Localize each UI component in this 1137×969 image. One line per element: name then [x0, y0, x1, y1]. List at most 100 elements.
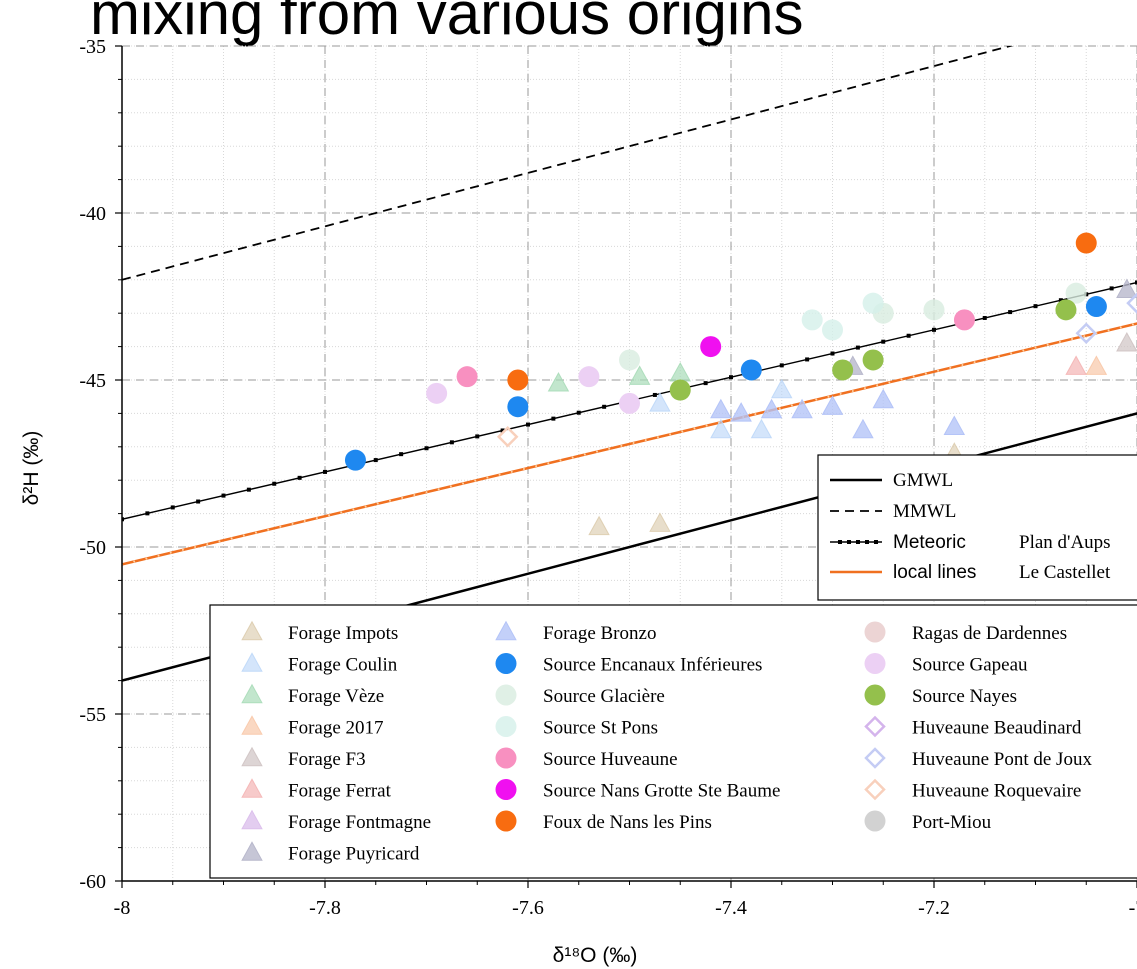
- line-dot: [815, 398, 818, 401]
- line-dot: [937, 369, 940, 372]
- point-source-gapeau: [426, 382, 448, 404]
- legend-marker-forage-2017: [241, 715, 263, 735]
- series-huveaune-roquevaire: [496, 426, 519, 448]
- legend-marker-source-st-pons: [495, 716, 517, 737]
- point-source-encanaux-inferieures: [344, 449, 366, 471]
- line-dot: [693, 427, 696, 430]
- point-forage-impots: [588, 515, 610, 536]
- point-forage-f3: [1116, 331, 1137, 352]
- legend-label-huveaune-roquevaire: Huveaune Roquevaire: [912, 781, 1081, 802]
- line-marker: [246, 487, 251, 492]
- line-dot: [1010, 352, 1013, 355]
- legend-marker-forage-veze: [241, 683, 263, 704]
- legend-marker-foux-de-nans-les-pins: [495, 810, 517, 832]
- legend-line-marker: [847, 540, 851, 544]
- line-dot: [449, 485, 452, 488]
- line-marker: [449, 440, 454, 445]
- legend-extra-le-castellet: Le Castellet: [1019, 562, 1111, 583]
- line-marker: [196, 499, 201, 504]
- line-dot: [279, 525, 282, 528]
- line-dot: [474, 479, 477, 482]
- x-tick-label: -7: [1129, 897, 1137, 919]
- y-tick-label: -40: [79, 203, 106, 225]
- line-dot: [498, 473, 501, 476]
- point-huveaune-roquevaire: [496, 426, 519, 448]
- line-dot: [1119, 326, 1122, 329]
- series-forage-2017: [1085, 355, 1108, 375]
- series-legend-box: [209, 604, 1137, 879]
- point-source-huveaune: [456, 366, 478, 388]
- line-marker: [855, 345, 860, 350]
- legend-label-source-nayes: Source Nayes: [912, 686, 1017, 707]
- x-axis-label: δ¹⁸O (‰): [553, 944, 638, 967]
- line-dot: [888, 381, 891, 384]
- point-forage-bronzo: [710, 398, 732, 419]
- chart-title: mixing from various origins: [90, 0, 804, 47]
- line-dot: [790, 404, 793, 407]
- line-dot: [328, 514, 331, 517]
- point-source-encanaux-inferieures: [1085, 296, 1107, 318]
- y-tick-label: -55: [79, 704, 106, 726]
- line-marker: [1008, 310, 1013, 315]
- line-dot: [681, 430, 684, 433]
- line-dot: [1083, 335, 1086, 338]
- axes: -8-7.8-7.6-7.4-7.2-7-6.8-6.6-6.4-6.2-6-3…: [20, 36, 1137, 967]
- legend-label-port-miou: Port-Miou: [912, 812, 992, 833]
- line-dot: [254, 531, 257, 534]
- series-forage-puyricard: [842, 278, 1137, 375]
- line-dot: [1022, 349, 1025, 352]
- point-forage-veze: [547, 372, 570, 392]
- x-tick-label: -8: [114, 897, 131, 919]
- point-forage-ferrat: [1065, 355, 1087, 375]
- point-source-glaciere: [619, 349, 640, 371]
- legend-line-marker: [874, 540, 878, 544]
- series-source-gapeau: [426, 366, 640, 414]
- line-marker: [145, 511, 150, 516]
- legend-marker-huveaune-beaudinard: [864, 715, 886, 738]
- legend-marker-source-nayes: [864, 684, 886, 706]
- line-dot: [486, 476, 489, 479]
- line-dot: [388, 499, 391, 502]
- line-dot: [510, 470, 513, 473]
- line-marker: [906, 333, 911, 338]
- x-tick-label: -7.6: [512, 897, 544, 919]
- legend-label-huveaune-pont-de-joux: Huveaune Pont de Joux: [912, 749, 1092, 770]
- line-dot: [206, 543, 209, 546]
- line-dot: [961, 363, 964, 366]
- line-dot: [1058, 340, 1061, 343]
- legend-label-source-huveaune: Source Huveaune: [543, 749, 678, 770]
- line-dot: [608, 447, 611, 450]
- line-dot: [1071, 337, 1074, 340]
- point-source-huveaune: [953, 309, 975, 331]
- line-marker: [170, 505, 175, 510]
- point-forage-impots: [649, 512, 671, 532]
- line-dot: [839, 392, 842, 395]
- line-dot: [364, 505, 367, 508]
- series-source-nans-grotte-ste-baume: [700, 336, 722, 358]
- legend-marker-source-glaciere: [495, 684, 517, 706]
- legend-marker-forage-fontmagne: [241, 809, 263, 830]
- point-foux-de-nans-les-pins: [507, 369, 529, 391]
- line-dot: [352, 508, 355, 511]
- series-source-huveaune: [456, 309, 975, 388]
- line-marker: [982, 315, 987, 320]
- legend-marker-huveaune-roquevaire: [864, 778, 886, 801]
- legend-label-forage-puyricard: Forage Puyricard: [288, 844, 420, 865]
- line-dot: [547, 462, 550, 465]
- series-forage-f3: [1116, 331, 1137, 352]
- line-dot: [912, 375, 915, 378]
- line-dot: [754, 413, 757, 416]
- point-forage-coulin: [649, 392, 671, 412]
- point-source-st-pons: [862, 292, 884, 314]
- legend-label-ragas-de-dardennes: Ragas de Dardennes: [912, 623, 1067, 644]
- line-dot: [522, 468, 525, 471]
- data-points: [344, 232, 1137, 536]
- line-dot: [242, 534, 245, 537]
- line-dot: [949, 366, 952, 369]
- point-source-glaciere: [1065, 282, 1087, 304]
- series-huveaune-pont-de-joux: [1075, 292, 1137, 345]
- line-marker: [576, 410, 581, 415]
- line-marker: [881, 339, 886, 344]
- line-dot: [425, 491, 428, 494]
